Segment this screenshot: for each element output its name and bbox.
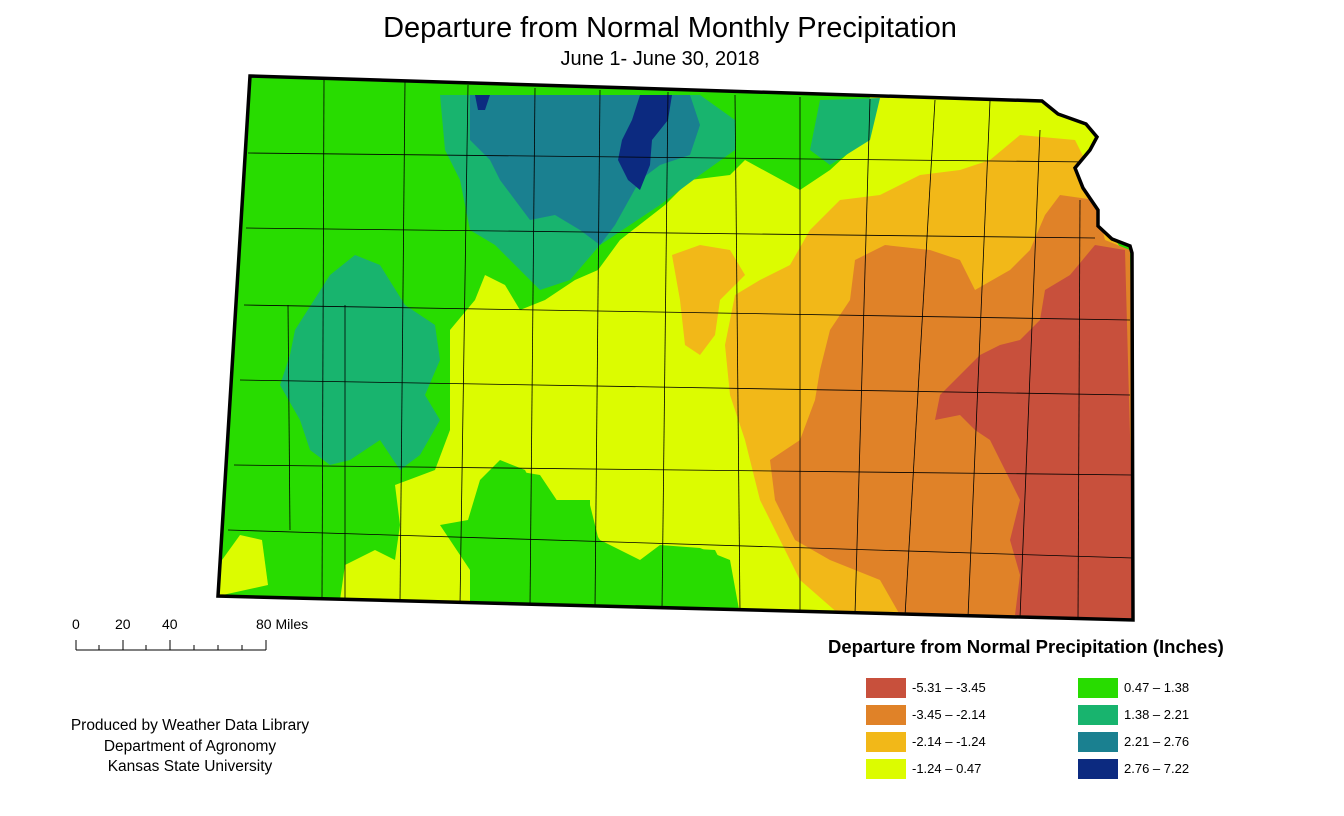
kansas-outline — [216, 74, 1135, 622]
legend-swatch — [1078, 732, 1118, 752]
credits-line-2: Department of Agronomy — [103, 737, 277, 755]
zone-wet-south-central — [480, 470, 725, 605]
zone-max-wet-small — [475, 95, 490, 110]
legend-swatch — [866, 732, 906, 752]
legend-swatch — [1078, 678, 1118, 698]
legend-swatch — [1078, 759, 1118, 779]
zone-very-wet-west — [280, 255, 440, 470]
scale-label-20: 20 — [115, 616, 131, 632]
legend-label: -5.31 – -3.45 — [912, 680, 986, 695]
zone-very-wet-ne — [810, 98, 880, 165]
legend-label: -3.45 – -2.14 — [912, 707, 986, 722]
credits: Produced by Weather Data Library Departm… — [30, 716, 350, 778]
scale-label-80: 80 Miles — [256, 616, 309, 632]
map-subtitle: June 1- June 30, 2018 — [560, 48, 760, 70]
legend-swatch — [866, 759, 906, 779]
legend-swatch — [866, 678, 906, 698]
county-lines — [227, 79, 1133, 620]
legend-label: 2.76 – 7.22 — [1124, 761, 1190, 776]
legend-swatch — [1078, 705, 1118, 725]
legend-label: 0.47 – 1.38 — [1124, 680, 1190, 695]
legend-label: 1.38 – 2.21 — [1124, 707, 1190, 722]
legend-label: 2.21 – 2.76 — [1124, 734, 1190, 749]
legend-title: Departure from Normal Precipitation (Inc… — [828, 636, 1224, 657]
legend-label: -2.14 – -1.24 — [912, 734, 986, 749]
zone-max-wet — [618, 95, 672, 190]
map-title: Departure from Normal Monthly Precipitat… — [383, 12, 957, 44]
zone-dry-moderate-west — [672, 245, 745, 355]
scale-label-40: 40 — [162, 616, 178, 632]
scale-label-0: 0 — [72, 616, 80, 632]
legend-swatch — [866, 705, 906, 725]
zone-very-dry — [935, 245, 1133, 620]
credits-line-3: Kansas State University — [107, 758, 273, 775]
credits-line-1: Produced by Weather Data Library — [70, 717, 310, 734]
legend-label: -1.24 – 0.47 — [912, 761, 982, 776]
precipitation-zones — [218, 76, 1133, 620]
zone-near-normal-sw2 — [340, 525, 470, 605]
scale-bar: 0 20 40 80 Miles — [70, 616, 340, 656]
scale-ruler — [75, 640, 267, 651]
zone-near-normal-sw — [218, 535, 268, 596]
